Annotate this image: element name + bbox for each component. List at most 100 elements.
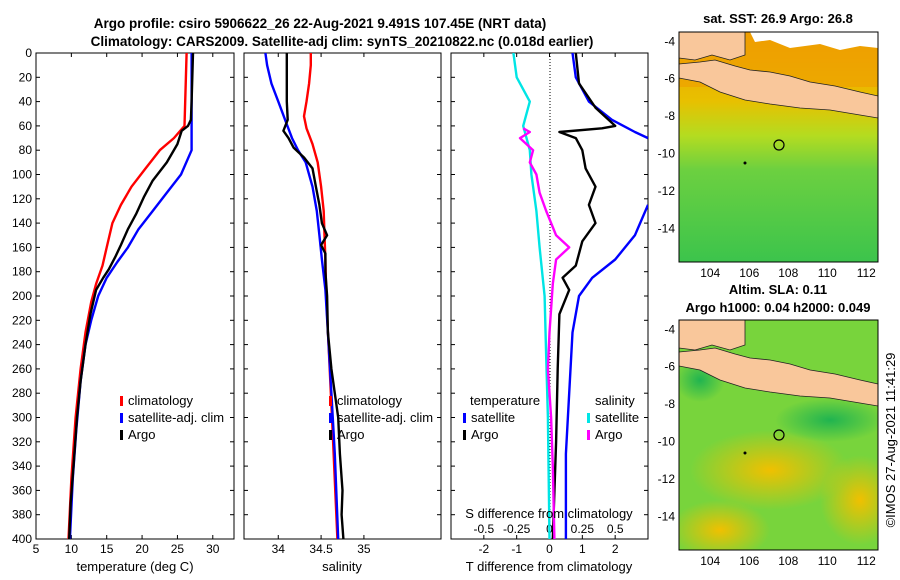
argo-position-marker [773,429,785,441]
depth-tick-label: 400 [12,532,32,546]
island-dot [743,161,747,165]
difference-t-satellite-line [571,53,648,140]
depth-tick-label: 180 [12,265,32,279]
island-dot [743,451,747,455]
difference-series [512,53,648,539]
difference-xtick-label: 0 [546,542,553,556]
depth-tick-label: 200 [12,289,32,303]
legend-swatch-satellite [329,413,332,423]
sla-high-region [679,500,770,550]
legend-title-temperature: temperature [470,393,540,408]
salinity-xlabel: salinity [322,559,362,574]
sst-map-title: sat. SST: 26.9 Argo: 26.8 [703,11,853,26]
sst-map-ytick-label: -6 [664,72,675,86]
sla-map-xtick-label: 110 [818,554,837,568]
legend-swatch-satellite [120,413,123,423]
depth-tick-label: 60 [19,119,33,133]
sla-map-xtick-label: 112 [857,554,876,568]
axes-group: 5 10 15 20 25 3002040608010012014016018020022… [12,34,876,568]
title-line-1: Argo profile: csiro 5906622_26 22-Aug-20… [94,16,546,31]
legend-label-t-satellite: satellite [471,410,515,425]
depth-tick-label: 80 [19,143,33,157]
temperature-xtick-label: 20 [135,542,149,556]
difference-xtick-label: 2 [612,542,619,556]
depth-tick-label: 340 [12,459,32,473]
salinity-xtick-label: 34.5 [309,542,333,556]
legend-swatch-argo [120,430,123,440]
sla-map-ytick-label: -12 [658,472,676,486]
depth-tick-label: 0 [25,46,32,60]
difference-s-argo-line [518,127,571,539]
salinity-plot-frame [243,52,442,540]
temperature-xtick-label: 10 [65,542,79,556]
sla-map-ytick-label: -14 [658,509,676,523]
depth-tick-label: 120 [12,192,32,206]
sst-map-ytick-label: -10 [658,147,676,161]
depth-tick-label: 20 [19,70,33,84]
sumatra-land [679,32,746,61]
legend-swatch-s-argo [587,430,590,440]
s-diff-tick-label: -0.5 [473,522,494,536]
temperature-xtick-label: 30 [206,542,220,556]
difference-xtick-label: -1 [511,542,522,556]
difference-xlabel-top: S difference from climatology [465,506,633,521]
depth-tick-label: 220 [12,313,32,327]
difference-xtick-label: 1 [579,542,586,556]
difference-t-argo-line [551,53,617,539]
sla-high-region [690,430,850,510]
sla-map [679,320,878,550]
difference-legend: temperature satellite Argo salinity sate… [463,393,639,442]
salinity-climatology-line [302,53,339,539]
depth-tick-label: 380 [12,508,32,522]
depth-tick-label: 100 [12,168,32,182]
temperature-argo-line [68,53,195,539]
sla-map-ytick-label: -4 [664,322,675,336]
legend-title-salinity: salinity [595,393,635,408]
legend-label-satellite: satellite-adj. clim [128,410,224,425]
temperature-series [67,53,195,539]
depth-tick-label: 320 [12,435,32,449]
difference-t-satellite-deep-line [564,204,648,539]
difference-xtick-label: -2 [478,542,489,556]
sla-map-ytick-label: -8 [664,397,675,411]
sla-map-frame [678,319,879,551]
sla-map-xtick-label: 108 [778,554,798,568]
salinity-xtick-label: 34 [272,542,286,556]
legend-label-climatology: climatology [337,393,403,408]
depth-tick-label: 280 [12,386,32,400]
java-land [679,347,878,407]
sst-map-frame [678,31,879,263]
sla-low-region [775,398,878,442]
s-diff-tick-label: -0.25 [503,522,531,536]
legend-label-s-argo: Argo [595,427,622,442]
legend-swatch-climatology [120,396,123,406]
argo-position-marker [773,139,785,151]
legend-label-climatology: climatology [128,393,194,408]
legend-label-s-satellite: satellite [595,410,639,425]
sst-map-ytick-label: -14 [658,221,676,235]
sst-map-ytick-label: -8 [664,109,675,123]
sst-map-xtick-label: 108 [778,266,798,280]
depth-tick-label: 40 [19,95,33,109]
depth-tick-label: 300 [12,411,32,425]
difference-xlabel: T difference from climatology [466,559,633,574]
temperature-climatology-line [67,53,188,539]
sla-map-title-1: Altim. SLA: 0.11 [729,282,827,297]
sla-map-title-2: Argo h1000: 0.04 h2000: 0.049 [686,300,871,315]
sst-map [679,32,878,262]
temperature-plot-frame [35,52,235,540]
legend-swatch-climatology [329,396,332,406]
sumatra-land [679,320,746,351]
legend-swatch-t-satellite [463,413,466,423]
s-diff-tick-label: 0.5 [607,522,624,536]
temperature-xtick-label: 25 [171,542,185,556]
depth-tick-label: 140 [12,216,32,230]
java-land [679,59,878,119]
temperature-xtick-label: 15 [100,542,114,556]
salinity-series [264,53,345,539]
sst-map-ytick-label: -4 [664,34,675,48]
sst-map-xtick-label: 106 [739,266,759,280]
depth-tick-label: 160 [12,240,32,254]
temperature-legend: climatology satellite-adj. clim Argo [120,393,224,442]
